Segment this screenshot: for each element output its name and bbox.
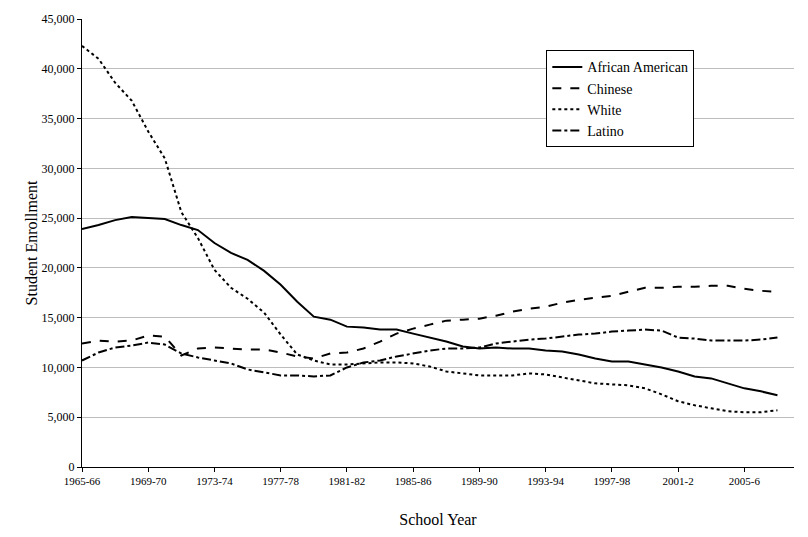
svg-text:0: 0: [69, 460, 75, 474]
svg-text:Chinese: Chinese: [587, 82, 632, 97]
svg-text:40,000: 40,000: [42, 62, 75, 76]
svg-text:5,000: 5,000: [48, 410, 75, 424]
svg-text:1981-82: 1981-82: [329, 475, 366, 487]
svg-text:15,000: 15,000: [42, 311, 75, 325]
svg-text:African American: African American: [587, 60, 688, 75]
svg-text:30,000: 30,000: [42, 162, 75, 176]
svg-text:10,000: 10,000: [42, 361, 75, 375]
svg-text:25,000: 25,000: [42, 211, 75, 225]
svg-text:1977-78: 1977-78: [262, 475, 299, 487]
svg-text:1985-86: 1985-86: [395, 475, 432, 487]
svg-text:20,000: 20,000: [42, 261, 75, 275]
svg-text:School Year: School Year: [399, 511, 477, 528]
svg-text:1997-98: 1997-98: [594, 475, 631, 487]
svg-text:35,000: 35,000: [42, 112, 75, 126]
svg-text:Latino: Latino: [587, 124, 624, 139]
svg-text:1993-94: 1993-94: [527, 475, 564, 487]
svg-text:2001-2: 2001-2: [663, 475, 694, 487]
svg-text:1965-66: 1965-66: [64, 475, 101, 487]
svg-text:White: White: [587, 103, 621, 118]
svg-text:45,000: 45,000: [42, 12, 75, 26]
svg-text:Student Enrollment: Student Enrollment: [23, 180, 40, 305]
svg-text:1989-90: 1989-90: [461, 475, 498, 487]
svg-text:1973-74: 1973-74: [196, 475, 233, 487]
svg-text:2005-6: 2005-6: [729, 475, 761, 487]
svg-text:1969-70: 1969-70: [130, 475, 167, 487]
